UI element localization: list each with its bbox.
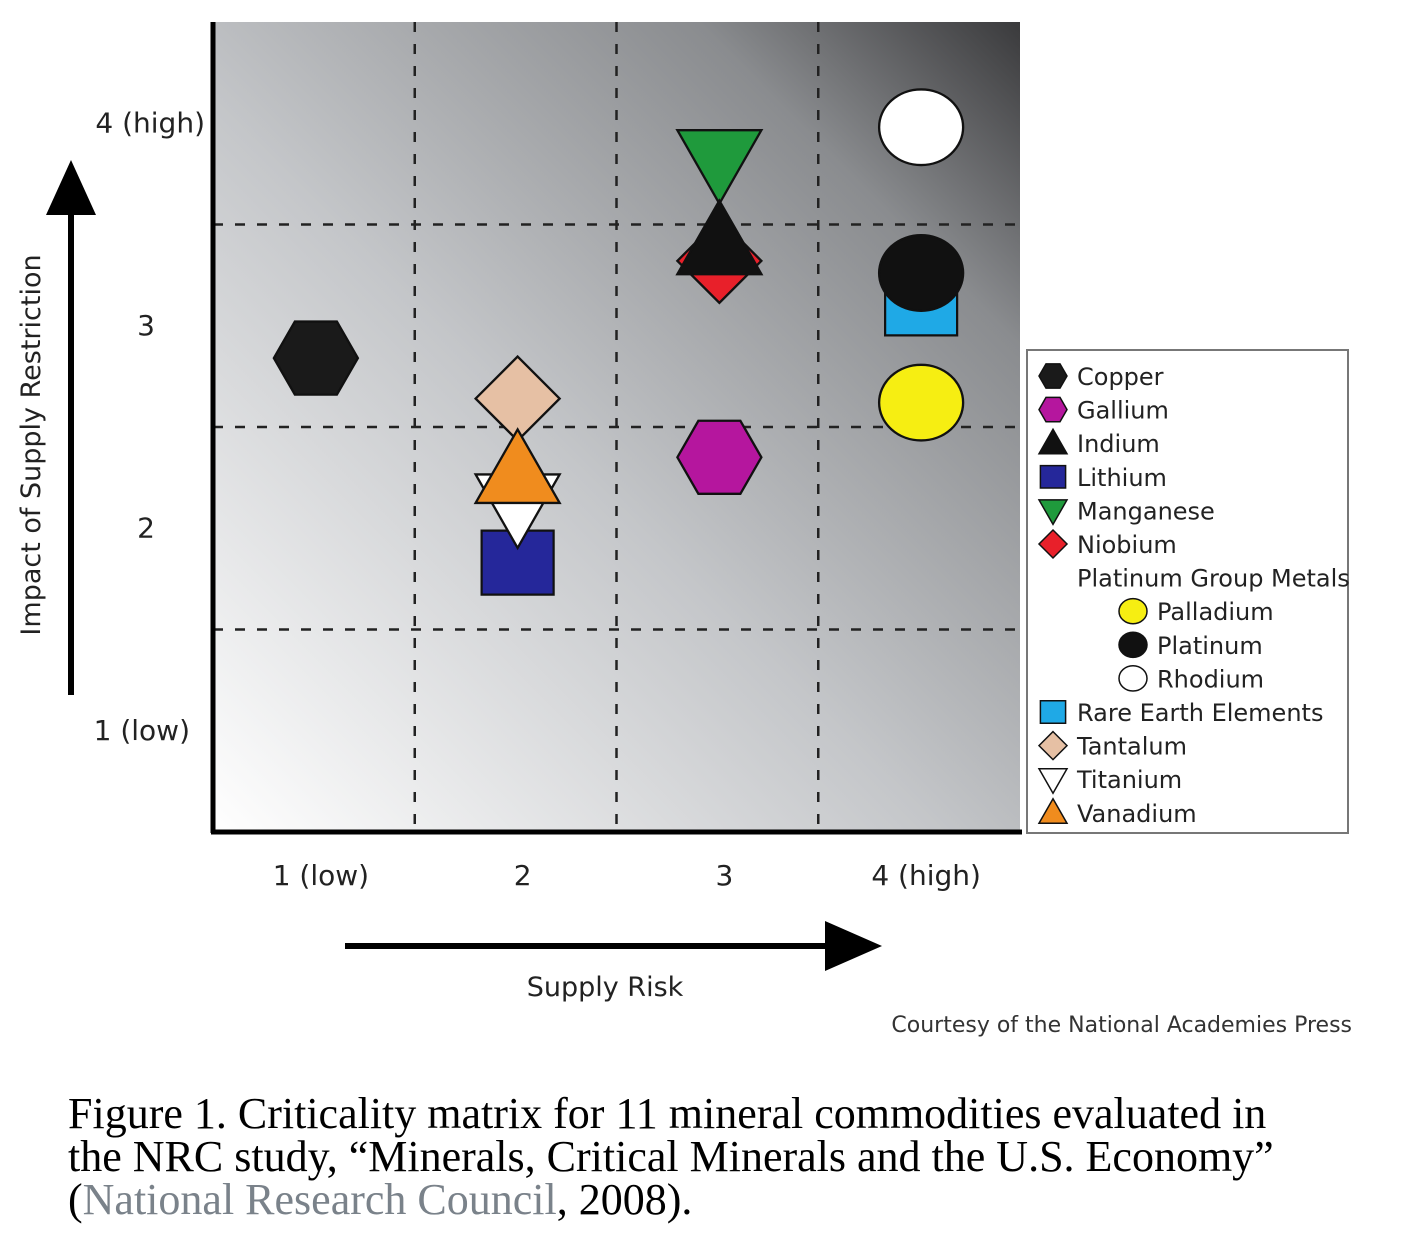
y-axis-arrow	[46, 160, 96, 695]
legend-label-titanium: Titanium	[1076, 766, 1182, 794]
legend-label-gallium: Gallium	[1077, 397, 1169, 425]
legend-marker-palladium	[1118, 597, 1148, 625]
legend-label-vanadium: Vanadium	[1077, 800, 1197, 828]
x-axis-arrow	[345, 921, 882, 971]
point-gallium-hexagon	[676, 419, 763, 496]
legend-label-platinum-group-metals: Platinum Group Metals	[1077, 565, 1350, 593]
credit-text: Courtesy of the National Academies Press	[891, 1013, 1352, 1038]
legend-label-rhodium: Rhodium	[1157, 665, 1264, 693]
legend-label-lithium: Lithium	[1077, 464, 1167, 492]
legend-marker-indium	[1037, 427, 1069, 455]
legend-label-rare-earth-elements: Rare Earth Elements	[1077, 699, 1323, 727]
legend-label-platinum: Platinum	[1157, 632, 1263, 660]
point-rhodium-circle	[877, 88, 965, 167]
legend-marker-manganese	[1037, 499, 1069, 526]
legend-marker-lithium	[1039, 464, 1067, 489]
legend-marker-vanadium	[1037, 797, 1069, 825]
y-tick-label: 4 (high)	[95, 106, 205, 139]
caption-tail: , 2008).	[556, 1175, 693, 1224]
legend-label-manganese: Manganese	[1077, 497, 1215, 525]
legend-marker-gallium	[1038, 396, 1068, 423]
legend-label-palladium: Palladium	[1157, 598, 1274, 626]
data-points	[272, 88, 965, 596]
y-tick-label: 3	[137, 309, 155, 342]
grid-lines	[213, 22, 1020, 832]
legend-label-tantalum: Tantalum	[1076, 733, 1187, 761]
figure-caption: Figure 1. Criticality matrix for 11 mine…	[68, 1089, 1423, 1224]
point-palladium-circle	[877, 363, 965, 442]
x-tick-label: 1 (low)	[273, 859, 369, 892]
y-tick-label: 1 (low)	[94, 714, 190, 747]
criticality-matrix-chart: 1 (low) 2 3 4 (high) 1 (low) 2 3 4 (high) Impac…	[16, 22, 1352, 1038]
caption-line-1: Figure 1. Criticality matrix for 11 mine…	[68, 1089, 1267, 1138]
x-tick-label: 4 (high)	[871, 859, 981, 892]
y-tick-label: 2	[137, 511, 155, 544]
legend-label-niobium: Niobium	[1077, 531, 1177, 559]
point-indium-triangle-up	[675, 198, 764, 276]
point-copper-hexagon	[272, 320, 360, 396]
legend-marker-titanium	[1037, 767, 1069, 795]
legend: Copper Gallium Indium Lithium Manganese Niobi…	[1037, 363, 1350, 828]
legend-marker-rare-earth-elements	[1039, 700, 1067, 724]
legend-box	[1026, 349, 1349, 834]
legend-label-indium: Indium	[1077, 430, 1160, 458]
caption-line-2: the NRC study, “Minerals, Critical Miner…	[68, 1132, 1274, 1181]
point-vanadium-triangle-up	[473, 427, 562, 505]
caption-line-3: (National Research Council, 2008).	[68, 1175, 1423, 1224]
legend-marker-niobium	[1037, 528, 1069, 560]
legend-marker-copper	[1038, 363, 1068, 389]
point-lithium-square	[480, 529, 555, 596]
caption-open: (	[68, 1175, 83, 1224]
citation-link[interactable]: National Research Council	[82, 1175, 557, 1224]
point-platinum-circle	[877, 234, 965, 312]
y-axis-label: Impact of Supply Restriction	[16, 254, 47, 635]
x-axis-label: Supply Risk	[527, 972, 684, 1003]
x-tick-label: 2	[514, 859, 532, 892]
legend-label-copper: Copper	[1077, 363, 1164, 391]
legend-marker-tantalum	[1037, 730, 1069, 761]
legend-marker-rhodium	[1118, 665, 1148, 692]
x-tick-label: 3	[715, 859, 733, 892]
point-manganese-triangle-down	[675, 128, 764, 207]
legend-marker-platinum	[1118, 631, 1148, 659]
